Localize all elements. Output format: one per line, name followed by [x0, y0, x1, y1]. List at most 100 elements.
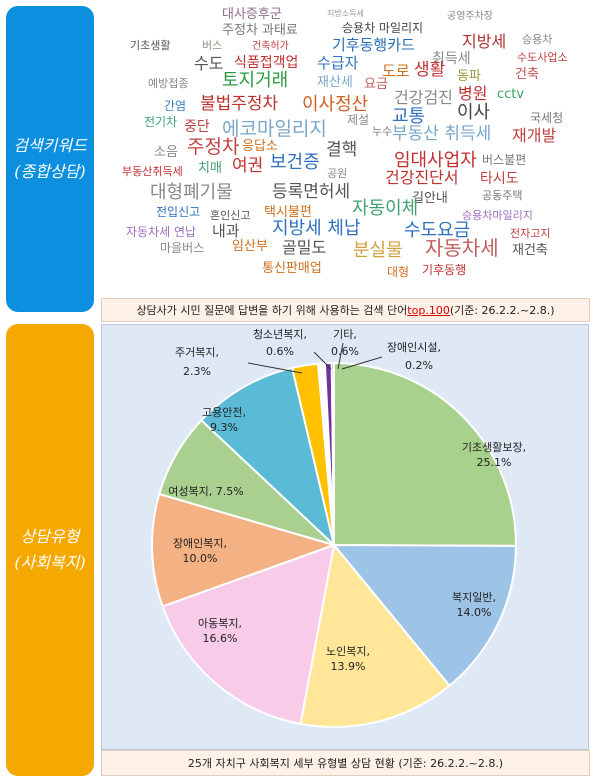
word-cloud-term: 에코마일리지: [222, 118, 327, 140]
word-cloud-term: 전자고지: [510, 227, 551, 240]
word-cloud-term: 공영주차장: [447, 11, 493, 22]
slice-label: 노인복지,: [326, 645, 370, 658]
word-cloud-term: cctv: [497, 87, 525, 102]
slice-value-label: 0.6%: [266, 345, 294, 358]
caption-bottom-text: 25개 자치구 사회복지 세부 유형별 상담 현황 (기준: 26.2.2.~2…: [187, 757, 504, 770]
pie-slice-5: [151, 492, 338, 608]
slice-value-label: 14.0%: [457, 606, 492, 619]
word-cloud-term: 자동차세 연납: [126, 225, 197, 239]
word-cloud-term: 건축: [515, 67, 539, 82]
word-cloud-term: 전기차: [144, 115, 178, 129]
section-label-consultation-type-text: 상담유형 (사회복지): [14, 527, 86, 572]
slice-label: 아동복지,: [198, 617, 242, 630]
word-cloud-term: 식품접객업: [234, 55, 299, 71]
word-cloud-term: 지방소득세: [327, 9, 364, 18]
word-cloud-term: 타시도: [480, 171, 519, 187]
caption-top-highlight: top.100: [407, 303, 450, 317]
pie-slice-2: [331, 543, 518, 688]
caption-top-text: 상담사가 시민 질문에 답변을 하기 위해 사용하는 검색 단어: [136, 304, 408, 317]
word-cloud-term: 공동주택: [482, 189, 523, 202]
slice-label: 기타,: [333, 328, 357, 341]
slice-value-label: 2.3%: [183, 365, 211, 378]
word-cloud-term: 교통: [392, 106, 426, 127]
word-cloud-term: 대형폐기물: [150, 182, 233, 203]
word-cloud-term: 생활: [414, 60, 446, 80]
slice-label: 복지일반,: [452, 590, 496, 604]
pie-slice-1: [333, 361, 517, 547]
word-cloud-term: 부동산취득세: [122, 165, 183, 178]
slice-label: 여성복지, 7.5%: [168, 485, 243, 498]
word-cloud-term: 혼인신고: [210, 209, 251, 222]
word-cloud-term: 버스: [202, 39, 223, 52]
word-cloud-term: 결핵: [326, 140, 358, 160]
word-cloud-term: 분실물: [353, 240, 403, 261]
word-cloud-caption: 상담사가 시민 질문에 답변을 하기 위해 사용하는 검색 단어 top.100…: [101, 298, 590, 322]
word-cloud-term: 도로: [382, 62, 410, 80]
word-cloud-term: 치매: [198, 161, 222, 176]
word-cloud-term: 임산부: [232, 239, 268, 254]
word-cloud-term: 소음: [154, 145, 178, 160]
word-cloud-term: 자동이체: [352, 198, 419, 219]
word-cloud-term: 공원: [327, 167, 348, 180]
slice-label: 주거복지,: [175, 346, 219, 359]
word-cloud-term: 국세청: [530, 111, 564, 125]
word-cloud-term: 전입신고: [156, 205, 201, 219]
word-cloud-term: 제설: [347, 113, 370, 127]
pie-chart: 기초생활보장, 25.1% 복지일반, 14.0% 노인복지, 13.9% 아동복지, 16.…: [151, 328, 526, 728]
word-cloud-term: 기후동행: [422, 263, 467, 277]
word-cloud-term: 통신판매업: [262, 261, 322, 276]
pie-slice-7: [200, 366, 336, 549]
slice-label: 장애인시설,: [387, 341, 441, 354]
word-cloud-term: 승용차마일리지: [462, 209, 533, 222]
caption-top-period: (기준: 26.2.2.~2.8.): [449, 304, 555, 317]
word-cloud-term: 마을버스: [160, 241, 205, 255]
word-cloud-term: 예방접종: [148, 77, 189, 90]
word-cloud-term: 재개발: [512, 126, 557, 145]
word-cloud-term: 지방세 체납: [272, 218, 361, 239]
word-cloud-term: 보건증: [270, 152, 320, 173]
word-cloud-term: 여권: [232, 156, 264, 176]
pie-chart-caption: 25개 자치구 사회복지 세부 유형별 상담 현황 (기준: 26.2.2.~2…: [101, 750, 590, 776]
leader-line: [341, 356, 383, 370]
word-cloud-term: 주정차 과태료: [222, 23, 298, 38]
section-label-search-keywords-text: 검색키워드 (종합상담): [13, 136, 87, 181]
slice-label: 장애인복지,: [173, 537, 227, 550]
pie-slice-4: [161, 543, 336, 726]
word-cloud-term: 누수: [372, 125, 393, 138]
leader-line: [337, 342, 344, 370]
slice-label: 고용안전,: [202, 406, 246, 419]
word-cloud-term: 수도요금: [404, 220, 471, 241]
word-cloud-term: 중단: [184, 119, 210, 135]
slice-value-label: 25.1%: [477, 456, 512, 469]
word-cloud-term: 주정차: [187, 136, 240, 158]
word-cloud-term: 기초생활: [130, 39, 171, 52]
pie-chart-panel: 기초생활보장, 25.1% 복지일반, 14.0% 노인복지, 13.9% 아동복지, 16.…: [101, 324, 589, 750]
word-cloud-term: 토지거래: [222, 70, 289, 91]
word-cloud-term: 내과: [212, 222, 240, 240]
word-cloud-term: 재산세: [317, 75, 353, 90]
slice-label: 기초생활보장,: [462, 440, 526, 454]
word-cloud-term: 승용차 마일리지: [342, 21, 424, 35]
slice-label: 청소년복지,: [253, 328, 307, 341]
leader-line: [247, 362, 303, 374]
slice-value-label: 0.2%: [405, 359, 433, 372]
word-cloud-term: 임대사업자: [394, 150, 477, 171]
word-cloud-term: 자동차세: [425, 236, 499, 260]
word-cloud-term: 재건축: [512, 243, 548, 258]
section-label-search-keywords: 검색키워드 (종합상담): [6, 6, 94, 312]
word-cloud-term: 택시불편: [264, 205, 312, 220]
word-cloud-term: 건강진단서: [385, 168, 459, 187]
word-cloud-term: 이사정산: [302, 94, 369, 115]
word-cloud-term: 버스불편: [482, 153, 527, 167]
word-cloud-term: 부동산 취득세: [392, 124, 492, 144]
word-cloud-term: 지방세: [462, 32, 507, 51]
word-cloud-term: 건강검진: [394, 88, 453, 107]
slice-value-label: 9.3%: [210, 421, 238, 434]
slice-value-label: 0.6%: [331, 345, 359, 358]
slice-value-label: 13.9%: [331, 660, 366, 673]
word-cloud-term: 불법주정차: [200, 94, 279, 114]
word-cloud-term: 길안내: [412, 191, 448, 206]
word-cloud-term: 수급자: [317, 54, 359, 72]
leader-line: [313, 351, 332, 370]
word-cloud-term: 병원: [458, 84, 488, 103]
